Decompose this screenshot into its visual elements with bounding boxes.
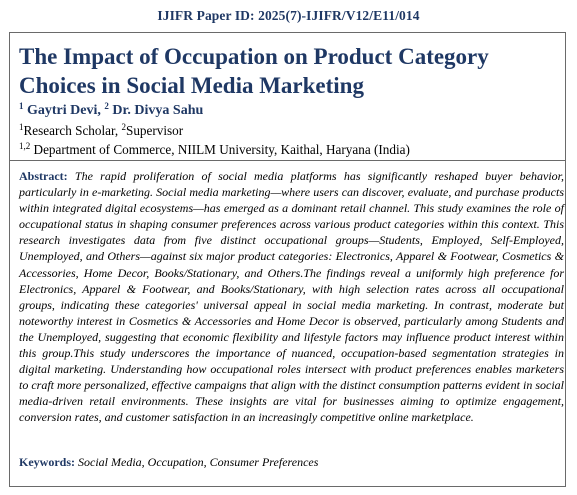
keywords-line: Keywords: Social Media, Occupation, Cons…: [19, 455, 318, 470]
author-1-marker: 1: [19, 101, 24, 111]
author-1-name: Gaytri Devi,: [27, 103, 101, 118]
role-1-marker: 1: [19, 122, 24, 132]
role-1-text: Research Scholar,: [23, 123, 119, 138]
abstract-block: Abstract: The rapid proliferation of soc…: [19, 168, 564, 426]
paper-id-header: IJIFR Paper ID: 2025(7)-IJIFR/V12/E11/01…: [157, 8, 420, 23]
paper-title: The Impact of Occupation on Product Cate…: [19, 44, 489, 98]
article-frame: [9, 32, 566, 487]
department-text: Department of Commerce, NIILM University…: [33, 142, 410, 157]
author-2-marker: 2: [104, 101, 109, 111]
section-divider: [9, 160, 566, 161]
keywords-text: Social Media, Occupation, Consumer Prefe…: [78, 455, 319, 469]
author-2-name: Dr. Divya Sahu: [112, 103, 204, 118]
role-2-marker: 2: [121, 122, 126, 132]
abstract-text: The rapid proliferation of social media …: [19, 169, 565, 425]
abstract-label: Abstract:: [19, 169, 68, 183]
affiliation-roles: 1Research Scholar, 2Supervisor: [19, 122, 183, 139]
author-line: 1 Gaytri Devi, 2 Dr. Divya Sahu: [19, 101, 203, 119]
keywords-label: Keywords:: [19, 455, 75, 469]
department-marker: 1,2: [19, 141, 31, 151]
role-2-text: Supervisor: [125, 123, 184, 138]
affiliation-department: 1,2 Department of Commerce, NIILM Univer…: [19, 141, 410, 158]
